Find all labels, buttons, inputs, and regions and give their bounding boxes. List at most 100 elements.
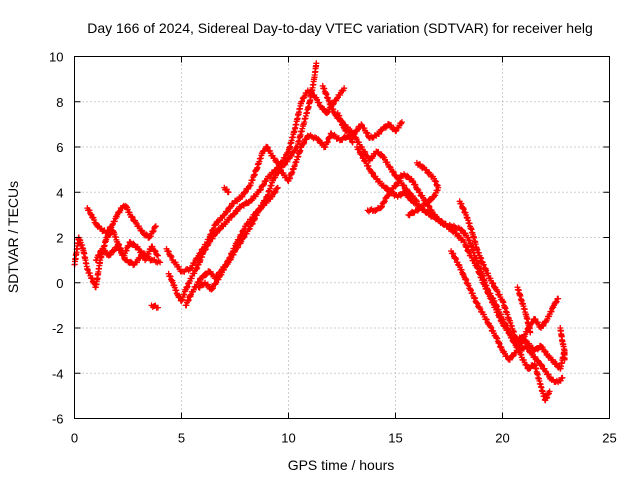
data-point [304,132,311,139]
data-point [321,144,328,150]
data-point [206,268,213,275]
data-point [480,261,487,268]
y-tick-label: 0 [56,276,63,291]
data-point [189,288,196,295]
data-point-fill [183,130,355,309]
data-point [486,293,493,300]
data-point [122,202,129,209]
data-point [443,223,450,230]
data-point [148,302,155,309]
data-point [538,343,545,350]
data-point [557,365,564,372]
data-point-fill [514,286,533,335]
data-point [525,365,532,372]
data-point [480,311,487,318]
data-track [163,85,348,275]
data-point [276,166,283,173]
data-point [131,261,138,268]
data-point [146,234,153,241]
data-point [341,85,348,92]
data-point [486,322,493,329]
data-point [97,225,104,232]
data-point [360,155,367,162]
data-point [390,184,397,191]
data-point [480,279,487,286]
data-point [379,125,386,132]
data-point [80,245,87,252]
y-tick-label: 6 [56,140,63,155]
data-points [71,60,568,404]
data-point [548,377,555,384]
data-point-fill [164,87,347,275]
data-point [366,134,373,141]
data-point [353,144,360,150]
data-point [493,286,500,293]
axis-ticks: 0 5 10 15 20 25 -6 -4 -2 0 2 4 6 8 10 [49,50,617,446]
data-point [259,202,266,209]
data-point [84,205,91,212]
data-point [195,284,202,291]
data-point [103,229,110,236]
data-point [152,223,159,230]
data-track [182,130,356,309]
data-point [527,329,534,336]
data-point [364,207,371,214]
data-point [105,252,112,259]
data-point [452,229,459,236]
data-point [467,286,474,293]
data-point [122,257,129,264]
data-point [493,334,500,341]
x-tick-label: 20 [495,431,509,446]
data-track [364,177,420,215]
data-point [225,189,232,196]
data-point [531,315,538,322]
data-point [221,211,228,218]
data-point [127,239,134,246]
data-point [204,239,211,246]
data-track [557,325,568,363]
data-point [373,132,380,139]
data-point [319,82,326,89]
x-tick-label: 5 [178,431,185,446]
data-point [195,261,202,268]
data-point [238,202,245,209]
data-point [225,257,232,264]
data-point [255,189,262,196]
data-point [559,374,566,381]
data-point [512,334,519,341]
data-point [413,198,420,205]
data-point [189,272,196,279]
data-point [386,121,393,128]
data-point [157,259,164,266]
data-point [127,211,134,218]
data-point [99,245,106,252]
data-point [165,270,172,277]
data-point [135,245,142,252]
data-point [182,302,189,309]
data-point [264,175,271,182]
data-point [169,257,176,264]
data-track [353,144,568,372]
data-point [270,155,277,162]
data-point [454,259,461,266]
data-point [139,250,146,257]
data-point [535,358,542,365]
data-track [92,243,164,269]
data-point [195,252,202,259]
data-point [413,207,420,214]
y-tick-label: 8 [56,95,63,110]
data-point [499,297,506,304]
data-point [460,272,467,279]
data-point [313,134,320,141]
x-tick-label: 0 [71,431,78,446]
data-point [88,275,95,282]
data-point [546,388,553,395]
data-point [499,320,506,327]
data-point [405,211,412,218]
data-point [114,211,121,218]
data-point [416,189,423,196]
data-point [242,223,249,230]
data-track [195,184,281,293]
data-point [298,144,305,150]
data-point-fill [354,146,568,372]
